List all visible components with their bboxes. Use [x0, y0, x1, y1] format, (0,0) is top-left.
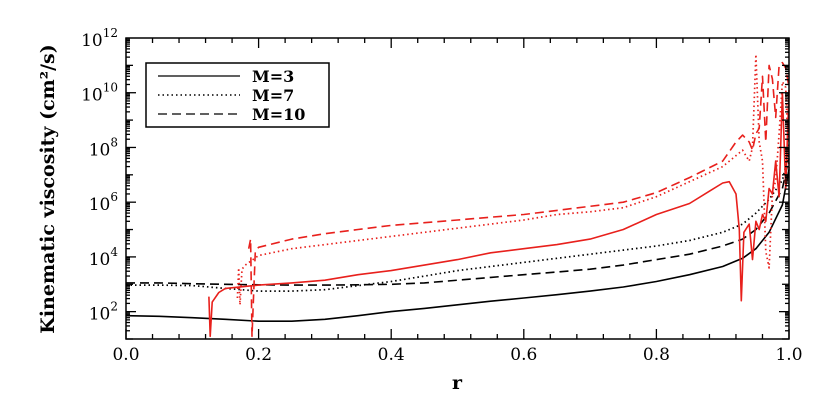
- x-tick-label: 0.4: [378, 345, 405, 365]
- x-tick-label: 0.0: [112, 345, 139, 365]
- legend-label-m3: M=3: [252, 67, 294, 86]
- x-axis-label: r: [452, 372, 463, 394]
- series-line-red-m7: [236, 53, 790, 306]
- y-tick-labels: 102 104 106 108 1010 1012: [81, 26, 118, 325]
- series-line-red-m10: [247, 61, 790, 338]
- x-tick-label: 0.2: [245, 345, 272, 365]
- y-tick-label: 1012: [81, 26, 118, 51]
- legend-label-m7: M=7: [252, 86, 294, 105]
- series-layer: [125, 53, 790, 338]
- x-tick-label: 1.0: [775, 345, 802, 365]
- legend: M=3 M=7 M=10: [145, 62, 330, 128]
- legend-label-m10: M=10: [252, 105, 305, 124]
- ticks-layer: [125, 38, 790, 340]
- x-tick-label: 0.6: [510, 345, 537, 365]
- series-line-black-m3: [125, 169, 790, 322]
- series-line-red-m3: [208, 89, 790, 338]
- y-tick-label: 104: [89, 245, 119, 270]
- x-tick-label: 0.8: [643, 345, 670, 365]
- y-tick-label: 102: [89, 300, 118, 325]
- x-tick-labels: 0.0 0.2 0.4 0.6 0.8 1.0: [112, 345, 802, 365]
- series-line-black-m10: [126, 158, 790, 286]
- y-tick-label: 1010: [81, 81, 118, 106]
- series-line-black-m7: [126, 152, 790, 292]
- y-tick-label: 108: [89, 135, 118, 160]
- y-axis-label: Kinematic viscosity (cm²/s): [37, 44, 59, 333]
- y-tick-label: 106: [89, 190, 118, 215]
